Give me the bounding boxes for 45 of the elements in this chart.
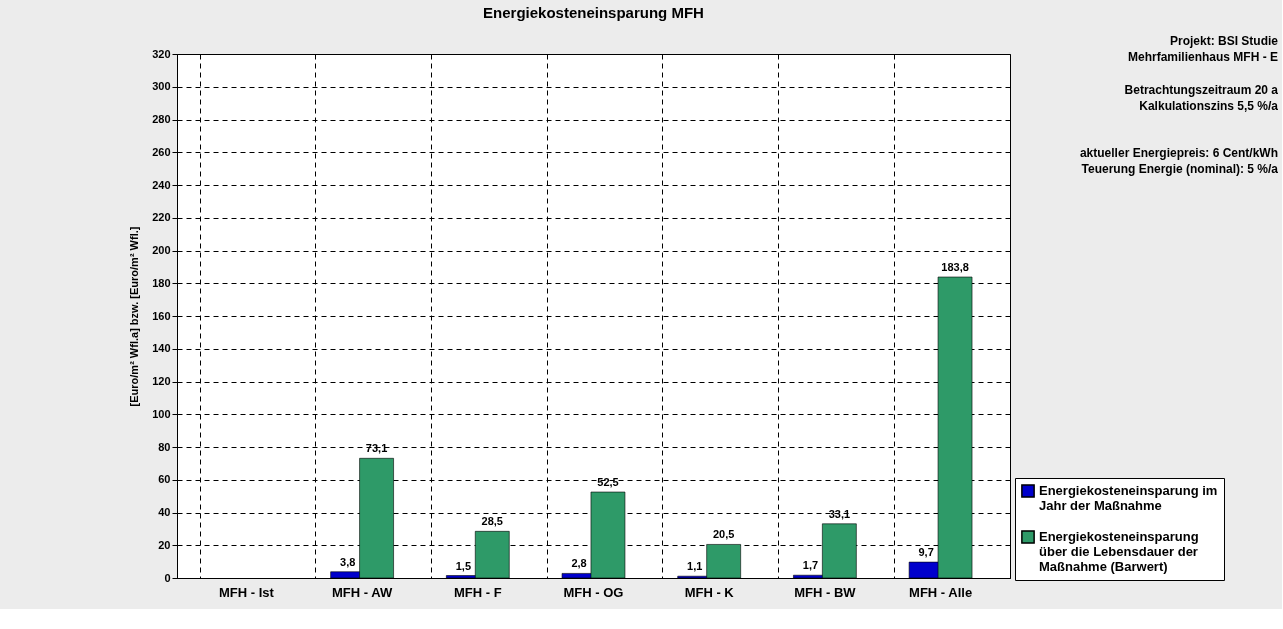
y-tick-label: 120 <box>152 375 171 387</box>
data-label: 1,1 <box>687 560 703 573</box>
data-label: 1,5 <box>455 559 471 572</box>
data-label: 3,8 <box>340 555 356 568</box>
y-tick-label: 320 <box>152 47 171 60</box>
y-tick-label: 280 <box>152 113 171 125</box>
x-tick-label: MFH - OG <box>563 584 624 600</box>
legend-label: Energiekosteneinsparung im Jahr der Maßnahme <box>1039 483 1218 513</box>
y-tick-label: 80 <box>158 440 171 453</box>
text: Mehrfamilienhaus MFH - E <box>1127 50 1278 64</box>
data-label: 9,7 <box>918 546 934 559</box>
x-tick-label: MFH - K <box>684 584 735 600</box>
x-tick-label: MFH - BW <box>794 584 857 600</box>
text: Projekt: BSI Studie <box>1169 34 1279 48</box>
y-tick-label: 200 <box>152 244 171 256</box>
chart-title: Energiekosteneinsparung MFH <box>483 4 704 21</box>
y-tick-label: 100 <box>152 407 171 420</box>
y-tick-label: 220 <box>152 211 171 224</box>
y-tick-label: 260 <box>152 145 171 158</box>
data-label: 183,8 <box>941 261 969 274</box>
data-label: 2,8 <box>571 557 587 570</box>
text: Teuerung Energie (nominal): 5 %/a <box>1081 162 1279 176</box>
y-tick-label: 20 <box>158 538 171 551</box>
data-label: 1,7 <box>802 559 819 572</box>
data-label: 73,1 <box>365 442 388 455</box>
x-tick-label: MFH - Alle <box>909 584 973 600</box>
y-tick-label: 300 <box>152 80 171 93</box>
data-label: 52,5 <box>597 476 619 489</box>
y-axis-title: [Euro/m² Wfl.a] bzw. [Euro/m² Wfl.] <box>128 226 141 407</box>
x-tick-label: MFH - F <box>453 584 502 600</box>
text: Kalkulationszins 5,5 %/a <box>1139 99 1279 113</box>
y-tick-label: 0 <box>164 571 171 584</box>
y-tick-label: 40 <box>158 506 171 518</box>
text: Betrachtungszeitraum 20 a <box>1124 83 1279 97</box>
y-tick-label: 240 <box>152 178 171 191</box>
text: aktueller Energiepreis: 6 Cent/kWh <box>1079 146 1278 160</box>
y-tick-label: 160 <box>152 309 171 322</box>
legend-label: Energiekosteneinsparung über die Lebensdauer der Maßnahme (Barwert) <box>1039 529 1199 574</box>
x-tick-label: MFH - AW <box>332 584 393 600</box>
y-tick-label: 180 <box>152 276 171 289</box>
x-tick-label: MFH - Ist <box>218 584 275 600</box>
data-label: 20,5 <box>712 528 735 541</box>
data-label: 28,5 <box>481 515 503 528</box>
y-tick-label: 140 <box>152 342 171 355</box>
y-tick-label: 60 <box>158 473 171 486</box>
